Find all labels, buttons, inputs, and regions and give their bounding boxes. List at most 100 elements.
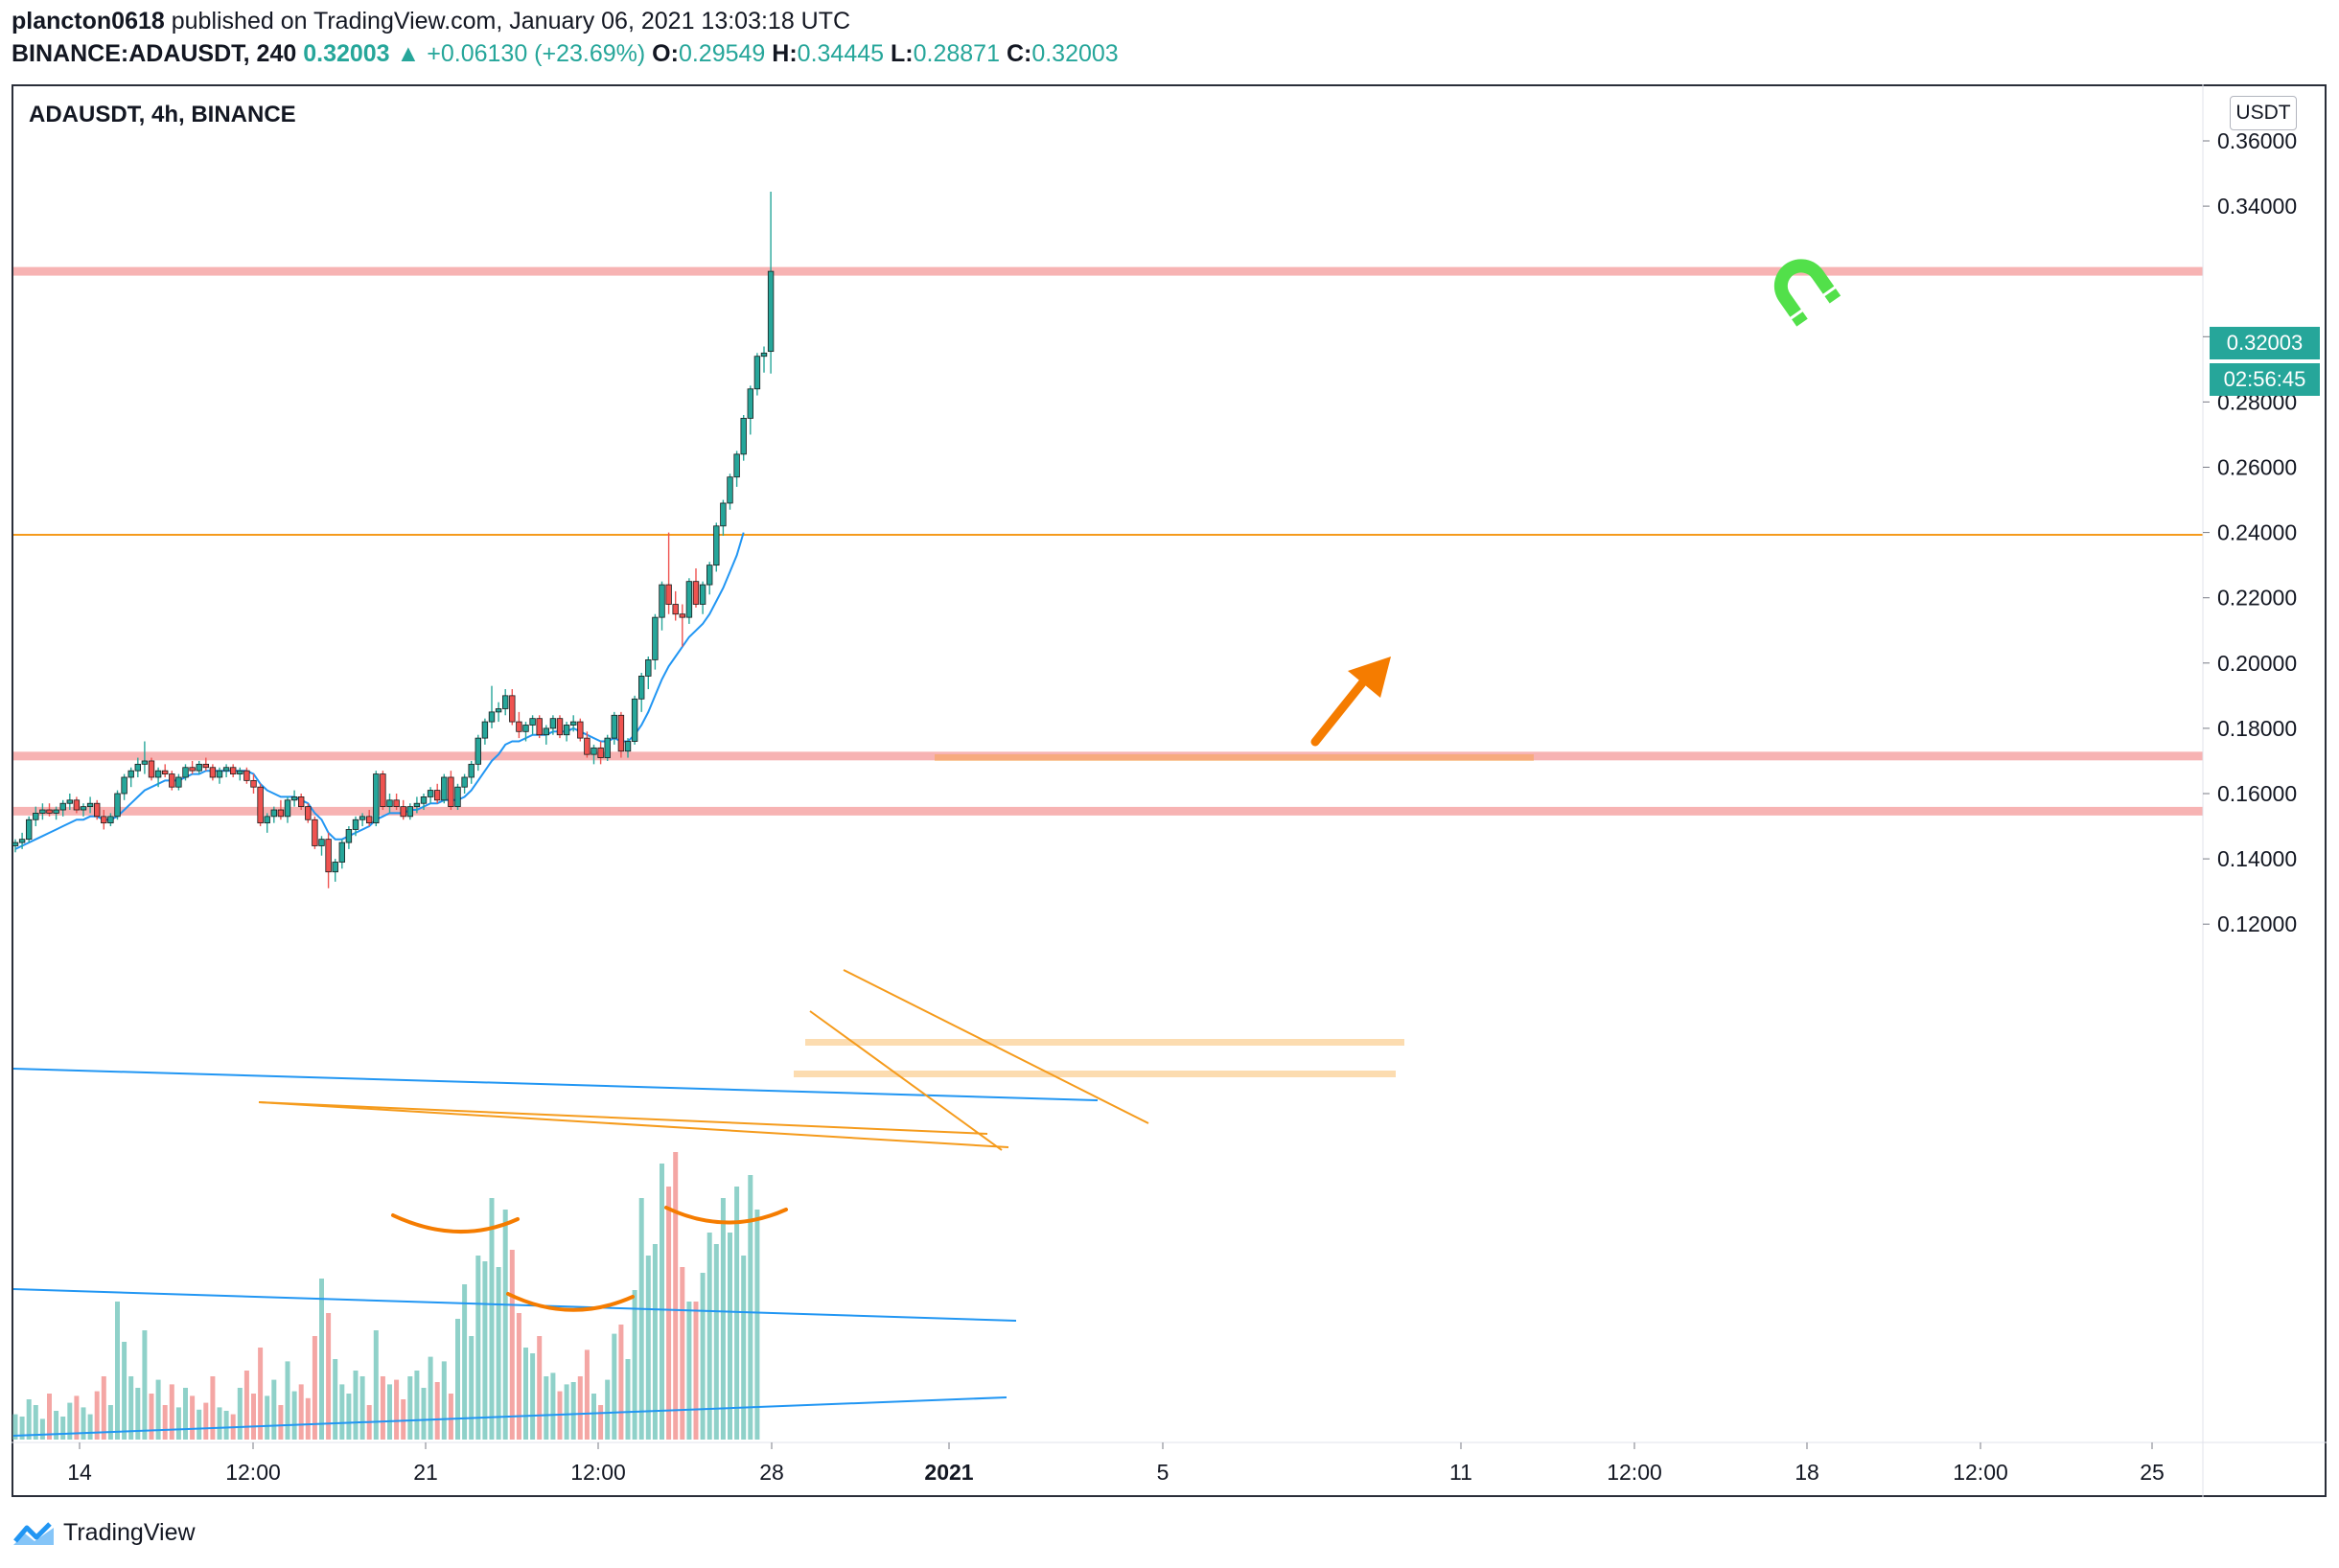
volume-bar	[550, 1372, 556, 1440]
volume-bar	[544, 1376, 549, 1440]
trendline-volume	[12, 1396, 1007, 1437]
ema-line	[14, 532, 745, 850]
candle-body	[461, 776, 468, 788]
volume-bar	[673, 1152, 679, 1440]
candle-body	[33, 813, 39, 820]
volume-bar	[591, 1394, 596, 1440]
volume-bar	[81, 1407, 86, 1440]
candle-body	[692, 581, 700, 605]
candle-body	[148, 760, 155, 778]
candle-body	[509, 695, 516, 723]
candle	[25, 816, 33, 843]
candle	[189, 760, 196, 774]
volume-bar	[523, 1348, 528, 1440]
volume-bar	[278, 1405, 284, 1440]
candle-body	[107, 816, 114, 824]
candle-body	[584, 737, 591, 755]
volume-bar	[19, 1417, 25, 1440]
volume-bar	[455, 1319, 460, 1440]
candle-body	[209, 767, 217, 778]
candle-body	[202, 763, 209, 769]
x-tick-label: 14	[67, 1460, 92, 1485]
volume-bar	[666, 1187, 672, 1440]
volume-bar	[564, 1384, 569, 1440]
candle-body	[393, 799, 400, 808]
candle-body	[373, 773, 380, 824]
candle	[39, 803, 46, 820]
volume-bar	[149, 1394, 154, 1440]
candle	[53, 806, 59, 820]
candle-body	[25, 819, 33, 841]
volume-bar	[496, 1267, 501, 1440]
candle-body	[12, 842, 19, 846]
candle-body	[699, 584, 706, 605]
candle-body	[141, 760, 149, 765]
candle-body	[488, 711, 496, 723]
candle	[522, 722, 529, 742]
y-tick-label: 0.26000	[2217, 455, 2297, 480]
candle	[305, 803, 312, 823]
candle-body	[229, 767, 237, 774]
candle-body	[222, 767, 230, 772]
y-tick-label: 0.24000	[2217, 520, 2297, 545]
candle-body	[570, 721, 577, 726]
candle-body	[652, 616, 659, 660]
candle	[406, 803, 413, 820]
volume-bar	[107, 1405, 113, 1440]
volume-bar	[122, 1342, 127, 1440]
resistance-zone-1	[805, 1039, 1404, 1046]
volume-bar	[155, 1379, 161, 1440]
candle	[134, 757, 141, 777]
candle-body	[720, 502, 727, 527]
volume-bar	[271, 1379, 277, 1440]
candle-body	[18, 839, 26, 843]
candle-body	[481, 721, 489, 739]
x-tick-label: 25	[2140, 1460, 2165, 1485]
x-tick-label: 28	[759, 1460, 784, 1485]
candle-body	[297, 796, 305, 808]
candle-body	[597, 747, 604, 758]
candle	[33, 806, 39, 827]
candle	[345, 826, 353, 849]
candle-body	[114, 793, 121, 818]
candle	[66, 794, 73, 811]
x-tick-label: 12:00	[225, 1460, 281, 1485]
volume-bar	[305, 1397, 311, 1440]
volume-bar	[441, 1361, 447, 1440]
author[interactable]: plancton0618	[12, 8, 165, 35]
open-label: O:	[652, 40, 679, 67]
low-value: 0.28871	[913, 40, 1000, 67]
candle-body	[604, 737, 611, 758]
open-value: 0.29549	[678, 40, 766, 67]
close-label: C:	[1006, 40, 1032, 67]
candle	[509, 689, 516, 726]
candle	[325, 832, 332, 888]
candle	[148, 757, 155, 781]
volume-bar	[203, 1402, 209, 1440]
candle	[740, 415, 747, 461]
candle	[488, 685, 496, 728]
candle	[536, 715, 543, 739]
publish-info: plancton0618 published on TradingView.co…	[12, 8, 850, 35]
candle	[216, 767, 223, 784]
candle	[284, 796, 291, 823]
candle	[400, 799, 406, 820]
candle	[672, 590, 679, 621]
tradingview-branding[interactable]: TradingView	[12, 1519, 196, 1547]
currency-button[interactable]: USDT	[2230, 96, 2297, 130]
change-value: +0.06130 (+23.69%)	[427, 40, 646, 67]
candle-body	[760, 352, 768, 357]
candle-body	[611, 714, 617, 739]
candle-body	[73, 799, 81, 811]
candle	[454, 783, 461, 811]
volume-bar	[39, 1418, 45, 1440]
candle	[270, 806, 277, 823]
candle-body	[672, 604, 679, 615]
candle	[706, 562, 713, 595]
x-tick-label: 12:00	[1953, 1460, 2008, 1485]
volume-bar	[509, 1250, 515, 1440]
volume-bar	[175, 1407, 181, 1440]
high-value: 0.34445	[797, 40, 885, 67]
candle	[59, 799, 66, 817]
